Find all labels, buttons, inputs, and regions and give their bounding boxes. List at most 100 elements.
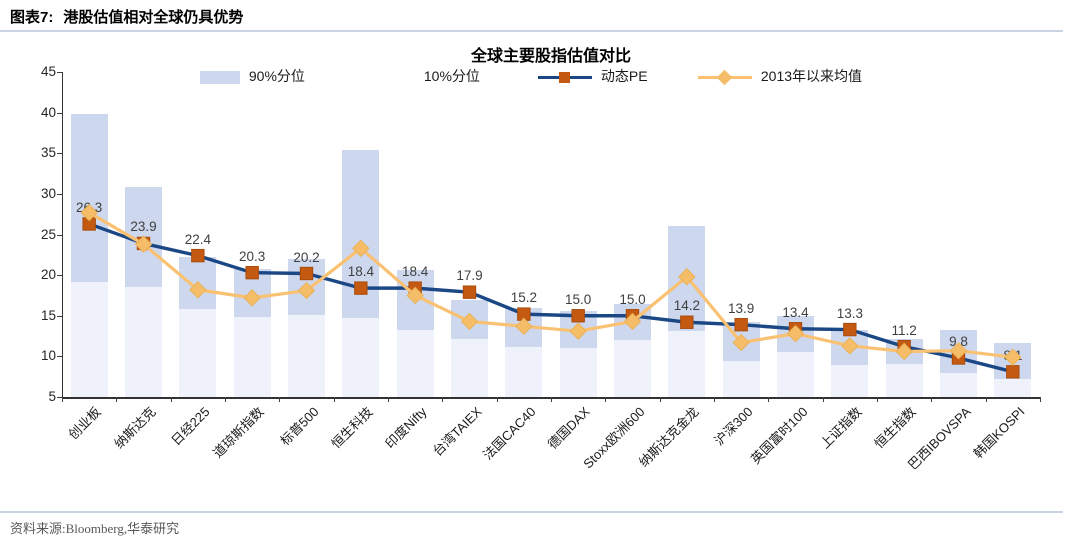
pe-square-marker-icon [559,71,570,83]
x-axis-tick [116,397,118,402]
y-axis-tick [57,275,62,277]
x-axis-label: 标普500 [276,404,322,449]
legend-label-p10: 10%分位 [423,68,480,84]
y-axis-tick-label: 10 [40,348,56,364]
pe-value-label: 26.3 [76,199,103,215]
legend-label-mean: 2013年以来均值 [760,68,863,84]
y-axis-tick [57,397,62,398]
pe-value-label: 23.9 [130,219,157,235]
base-column [342,318,380,397]
percentile-range-bar [288,258,325,315]
base-column [505,347,543,397]
legend-item-p10: 10%分位 [415,67,480,85]
source-note: 资料来源:Bloomberg,华泰研究 [10,521,180,536]
x-axis-label: 上证指数 [817,404,865,452]
percentile-range-bar [614,304,651,341]
y-axis-tick-label: 40 [40,104,56,120]
pe-value-label: 13.9 [728,300,755,316]
pe-value-label: 9.8 [949,334,968,349]
percentile-range-bar [885,338,923,364]
x-axis-tick [822,397,824,402]
x-axis-label: 纳斯达克金龙 [635,404,702,470]
x-axis-label: Stoxx欧洲600 [579,404,648,472]
base-column [777,351,814,397]
percentile-range-bar [777,315,814,352]
x-axis-tick [551,397,552,402]
pe-value-label: 20.3 [239,248,266,264]
legend-swatch-mean-line [698,69,752,86]
x-axis-label: 沪深300 [711,404,756,449]
x-axis-label: 纳斯达克 [110,404,159,452]
legend-item-pe: 动态PE [538,67,648,85]
base-column [233,316,271,397]
y-axis-tick-label: 20 [40,267,56,283]
percentile-range-bar [125,187,162,287]
x-axis-tick [877,397,878,402]
x-axis-tick [985,397,987,402]
x-axis-label: 恒生指数 [871,404,919,452]
base-column [70,281,108,397]
legend-item-p90: 90%分位 [200,67,305,85]
y-axis-tick-label: 25 [40,226,56,242]
x-axis-label: 英国富时100 [747,404,811,467]
pe-value-label: 11.2 [891,322,917,338]
x-axis-tick [225,397,226,402]
y-axis-line [62,72,63,397]
base-column [940,372,977,397]
x-axis-tick [442,397,444,402]
pe-value-label: 20.2 [293,249,320,265]
pe-value-label: 18.4 [402,264,429,280]
x-axis-label: 巴西IBOVSPA [904,404,974,473]
base-column [722,361,760,397]
figure-title: 港股估值相对全球仍具优势 [63,9,244,26]
percentile-range-bar [342,150,380,319]
y-axis-tick [57,112,62,114]
percentile-range-bar [179,257,217,310]
x-axis-label: 印度Nifty [382,404,430,452]
y-axis-tick [57,356,62,358]
pe-value-label: 17.9 [456,268,483,284]
base-column [559,348,597,397]
x-axis-tick [170,397,172,402]
figure-number: 图表7: [10,9,54,26]
percentile-range-bar [831,330,869,366]
base-column [668,331,706,397]
x-axis-tick [768,397,770,402]
footer-divider [0,511,1063,513]
base-column [614,340,651,397]
x-axis-tick [279,397,281,402]
base-column [288,314,325,397]
percentile-range-bar [396,270,434,330]
x-axis-label: 韩国KOSPI [970,404,1028,462]
x-axis-tick [714,397,715,402]
x-axis-tick [1040,397,1041,402]
pe-value-label: 14.2 [673,298,700,314]
y-axis-tick-label: 15 [40,307,56,323]
base-column [179,309,217,397]
pe-value-label: 18.4 [347,264,374,280]
percentile-range-bar [505,307,543,348]
legend-swatch-p90-bar [200,70,240,84]
pe-value-label: 15.2 [510,290,537,306]
y-axis-tick-label: 30 [40,185,56,201]
x-axis-tick [659,397,661,402]
y-axis-tick [57,234,62,236]
figure-header: 图表7: 港股估值相对全球仍具优势 [10,6,243,27]
y-axis-tick [57,72,62,73]
x-axis-label: 台湾TAIEX [429,404,485,459]
header-divider [0,30,1063,32]
y-axis-tick [57,153,62,155]
pe-value-label: 13.3 [836,305,863,321]
pe-value-label: 22.4 [184,231,211,247]
x-axis-label: 日经225 [168,404,213,449]
x-axis-tick [931,397,933,402]
base-column [396,329,434,397]
x-axis-label: 道琼斯指数 [210,404,267,461]
percentile-range-bar [451,300,488,339]
legend-item-mean: 2013年以来均值 [698,67,863,86]
y-axis-tick-label: 45 [40,64,56,79]
y-axis-tick-label: 35 [40,145,56,161]
percentile-range-bar [70,114,108,282]
pe-value-label: 13.4 [782,304,809,320]
